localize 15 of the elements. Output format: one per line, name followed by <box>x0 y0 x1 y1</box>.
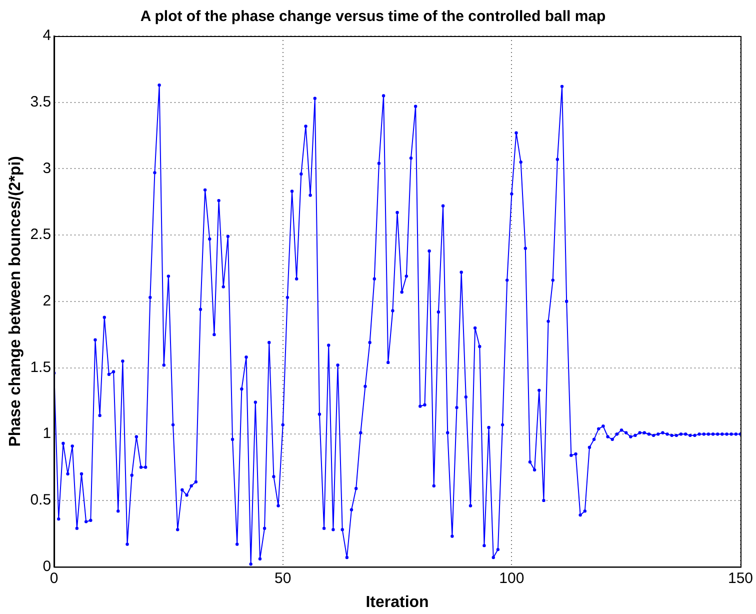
x-tick-label: 50 <box>274 570 292 587</box>
x-tick-label: 100 <box>499 570 524 587</box>
x-axis-title: Iteration <box>366 594 429 611</box>
y-tick-label: 3 <box>42 160 52 177</box>
y-tick-label: 2.5 <box>30 226 52 244</box>
y-tick-label: 2 <box>42 292 52 310</box>
y-tick-label: 1 <box>42 425 52 442</box>
y-tick-label: 1.5 <box>30 358 52 376</box>
y-tick-label: 0.5 <box>30 492 52 509</box>
y-axis-title: Phase change between bounces/(2*pi) <box>7 156 24 447</box>
chart-title: A plot of the phase change versus time of the controlled ball map <box>140 8 606 26</box>
y-tick-label: 0 <box>42 558 52 575</box>
y-tick-label: 4 <box>42 27 52 44</box>
y-tick-label: 3.5 <box>30 93 52 110</box>
x-tick-label: 150 <box>728 570 753 587</box>
